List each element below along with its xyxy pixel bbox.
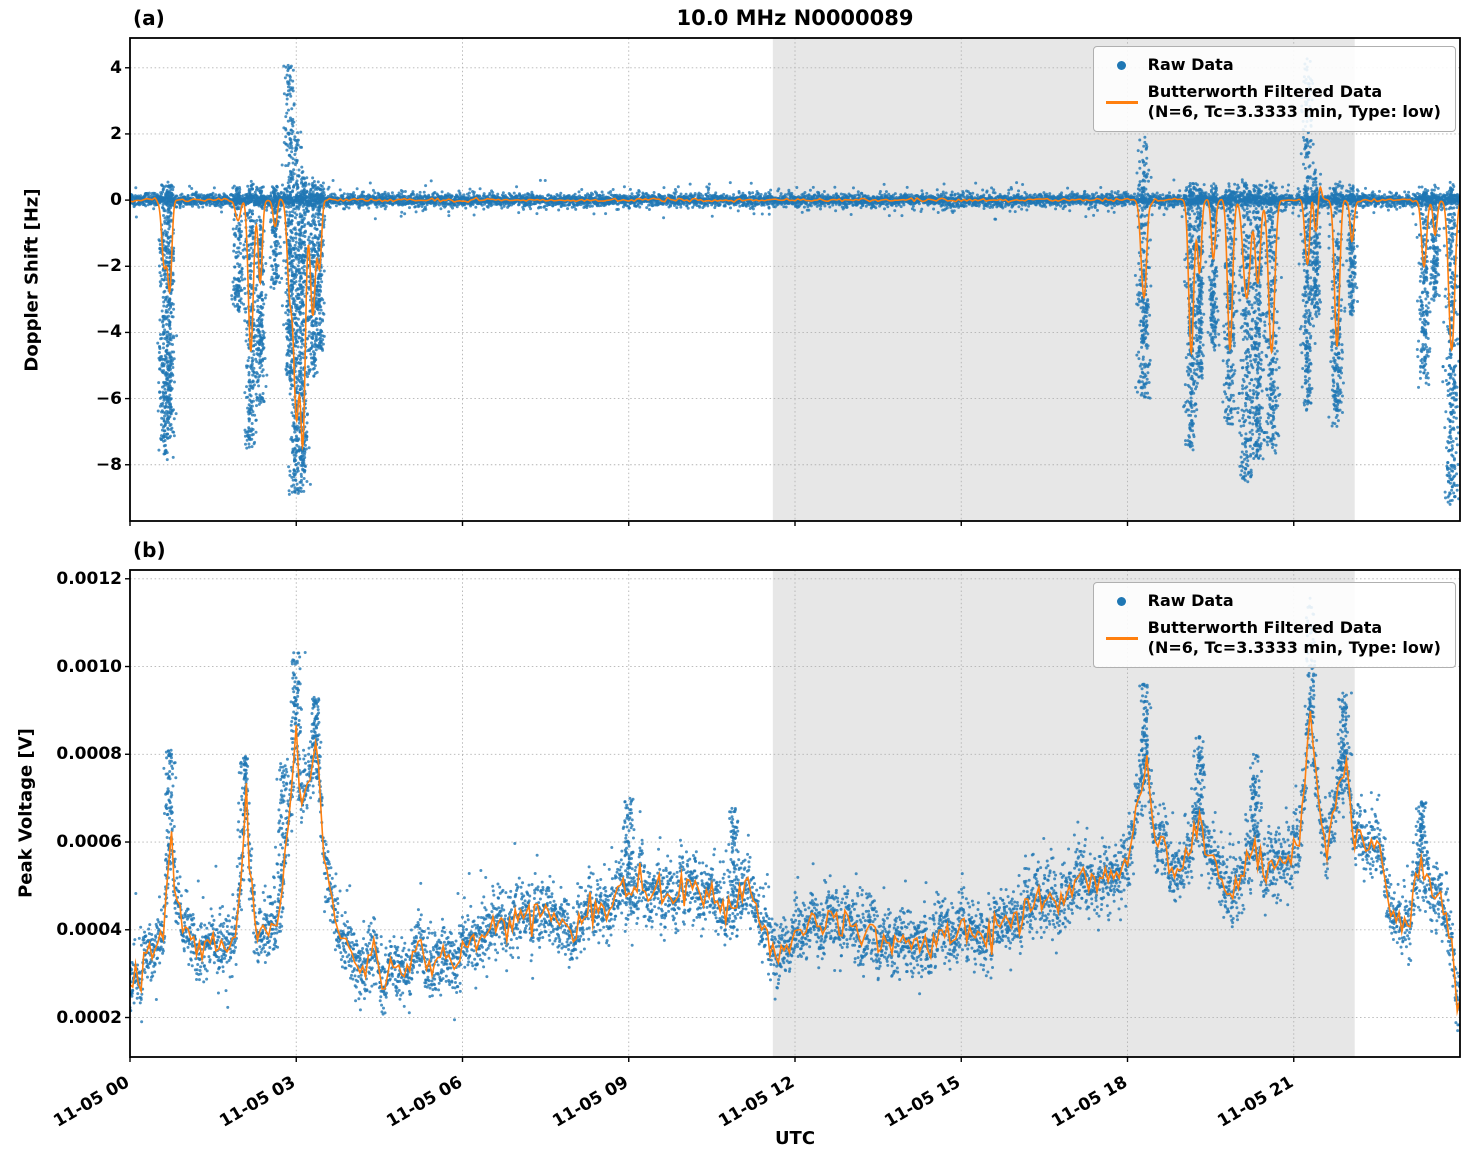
legend-filtered-row: Butterworth Filtered Data (N=6, Tc=3.333… <box>1104 618 1441 658</box>
legend-raw-label: Raw Data <box>1147 591 1234 610</box>
legend-filtered-label-line2: (N=6, Tc=3.3333 min, Type: low) <box>1147 638 1441 657</box>
y-tick-label-panel-b: 0.0010 <box>56 656 122 677</box>
panel-b-legend: Raw Data Butterworth Filtered Data (N=6,… <box>1092 582 1456 668</box>
filtered-line-marker-icon <box>1105 636 1138 640</box>
y-tick-label-panel-a: 4 <box>110 57 122 78</box>
panel-b-label: (b) <box>133 538 166 562</box>
y-tick-label-panel-b: 0.0004 <box>56 919 122 940</box>
filtered-line-marker-icon <box>1105 100 1138 104</box>
y-tick-label-panel-a: −2 <box>95 256 122 277</box>
legend-raw-label: Raw Data <box>1147 55 1234 74</box>
panel-a-ylabel: Doppler Shift [Hz] <box>21 188 43 372</box>
y-tick-label-panel-a: 0 <box>110 190 122 211</box>
legend-raw-row: Raw Data <box>1104 55 1441 75</box>
raw-data-marker-icon <box>1117 596 1127 606</box>
panel-a-label: (a) <box>133 6 165 30</box>
y-tick-label-panel-b: 0.0008 <box>56 744 122 765</box>
legend-raw-row: Raw Data <box>1104 591 1441 611</box>
y-tick-label-panel-a: −6 <box>95 388 122 409</box>
y-tick-label-panel-b: 0.0002 <box>56 1007 122 1028</box>
legend-filtered-label-line2: (N=6, Tc=3.3333 min, Type: low) <box>1147 102 1441 121</box>
y-tick-label-panel-a: −8 <box>95 454 122 475</box>
y-tick-label-panel-a: −4 <box>95 322 122 343</box>
legend-filtered-label-line1: Butterworth Filtered Data <box>1147 618 1383 637</box>
x-axis-label: UTC <box>774 1128 816 1149</box>
figure-title: 10.0 MHz N0000089 <box>676 6 914 30</box>
y-tick-label-panel-b: 0.0012 <box>56 568 122 589</box>
panel-a-legend: Raw Data Butterworth Filtered Data (N=6,… <box>1092 46 1456 132</box>
legend-filtered-label-line1: Butterworth Filtered Data <box>1147 82 1383 101</box>
y-tick-label-panel-a: 2 <box>110 123 122 144</box>
y-tick-label-panel-b: 0.0006 <box>56 832 122 853</box>
raw-data-marker-icon <box>1117 60 1127 70</box>
legend-filtered-row: Butterworth Filtered Data (N=6, Tc=3.333… <box>1104 82 1441 122</box>
